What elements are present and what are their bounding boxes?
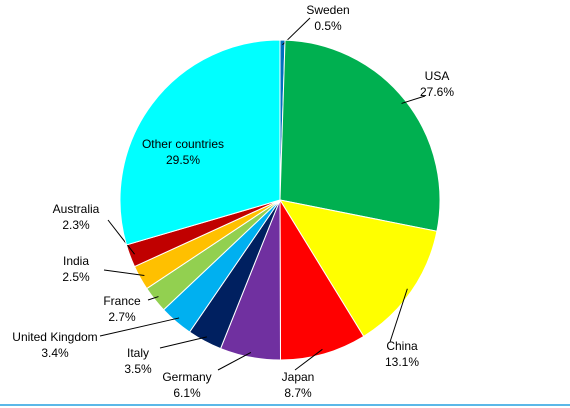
- slice-label: India: [63, 254, 89, 268]
- slice-label: Japan: [282, 370, 315, 384]
- slice-label: Sweden: [306, 3, 349, 17]
- slice-value: 8.7%: [284, 386, 312, 400]
- slice-value: 0.5%: [314, 19, 342, 33]
- pie-slice: [279, 39, 441, 232]
- slice-value: 2.7%: [108, 310, 136, 324]
- slice-value: 6.1%: [173, 386, 201, 400]
- leader-line: [159, 336, 207, 349]
- slice-label: Germany: [162, 370, 211, 384]
- pie-slice: [119, 39, 281, 246]
- leader-line: [401, 95, 426, 104]
- leader-line: [294, 348, 323, 371]
- slice-value: 13.1%: [385, 355, 419, 369]
- slice-value: 27.6%: [420, 85, 454, 99]
- leader-line: [147, 296, 159, 301]
- slice-label: China: [386, 339, 418, 353]
- slice-value: 2.5%: [62, 270, 90, 284]
- slice-label: USA: [425, 69, 450, 83]
- slice-label: Australia: [53, 202, 100, 216]
- slice-label: United Kingdom: [12, 330, 97, 344]
- pie-slice: [278, 199, 438, 338]
- leader-line: [107, 219, 135, 255]
- leader-line: [217, 352, 252, 371]
- slice-label: France: [103, 294, 141, 308]
- leader-line: [103, 269, 145, 276]
- pie-slice: [279, 198, 365, 361]
- leader-line: [99, 317, 180, 337]
- slice-value: 3.4%: [41, 346, 69, 360]
- slice-value: 2.3%: [62, 218, 90, 232]
- slice-value: 29.5%: [166, 153, 200, 167]
- slice-value: 3.5%: [124, 362, 152, 376]
- slice-label: Other countries: [142, 137, 224, 151]
- slice-label: Italy: [127, 346, 149, 360]
- leader-line: [389, 288, 408, 343]
